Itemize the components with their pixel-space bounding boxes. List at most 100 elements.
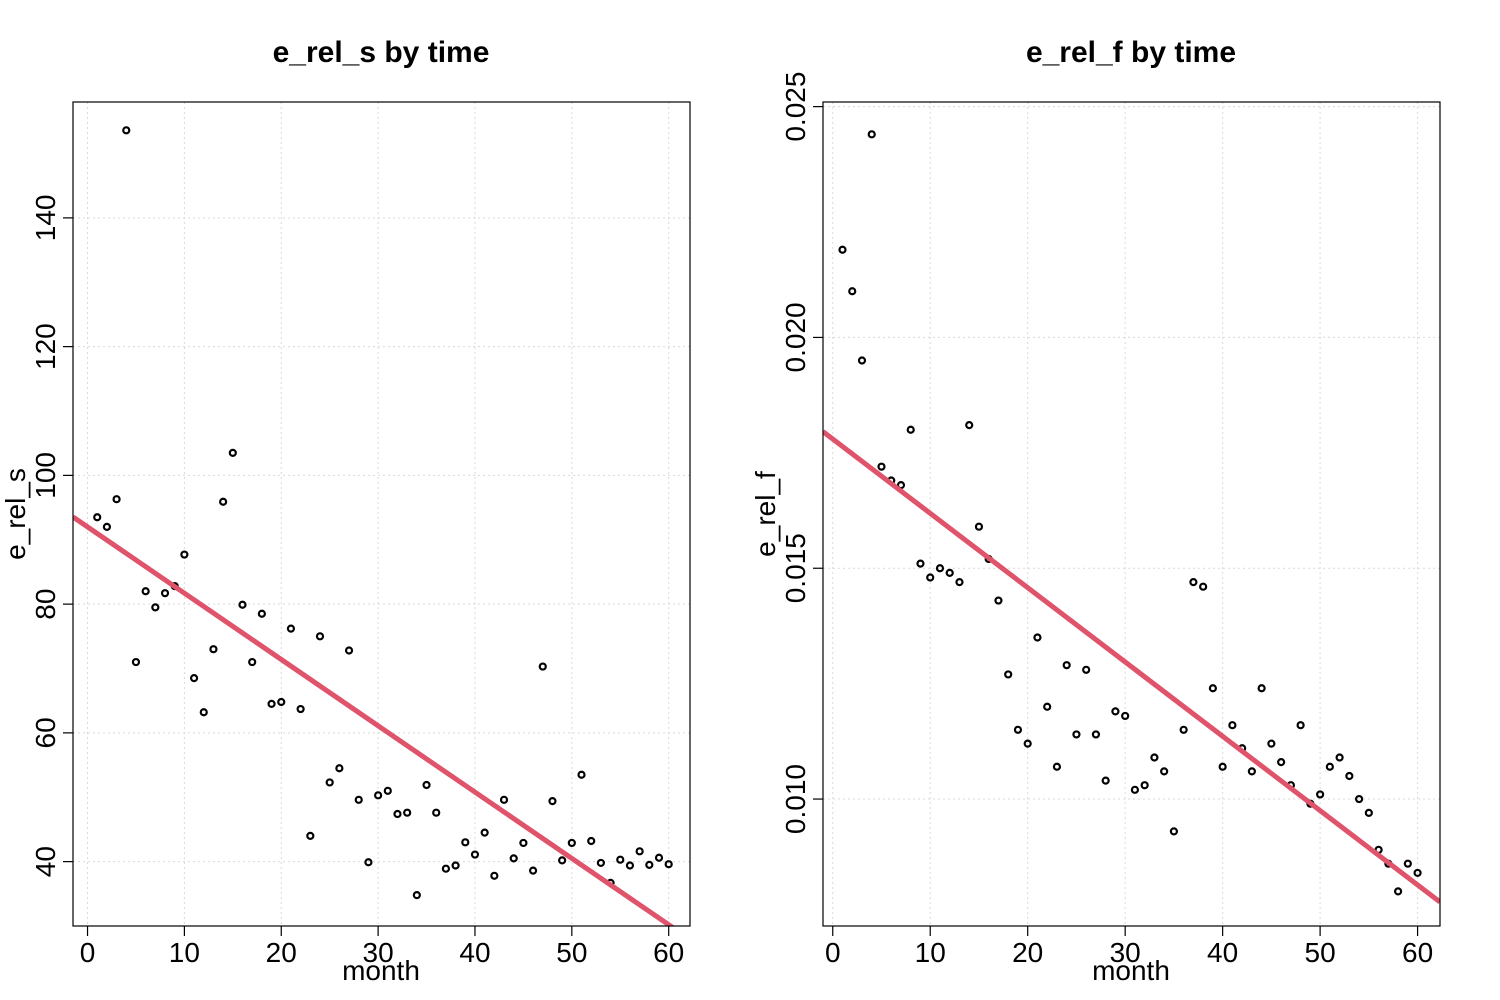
x-tick-label: 20 [1012,937,1043,968]
data-point [1043,702,1052,711]
data-point [1179,725,1188,734]
y-axis-label: e_rel_f [750,471,781,557]
data-point [257,609,266,618]
data-point [1101,776,1110,785]
data-point [965,421,974,430]
data-point [519,838,528,848]
x-tick-label: 60 [1402,937,1433,968]
data-point [1267,739,1276,748]
y-tick-label: 80 [30,589,61,620]
data-point [1277,758,1286,767]
data-point [344,646,354,655]
y-tick-label: 60 [30,717,61,748]
data-point [286,624,296,633]
data-point [451,861,460,870]
data-point [199,708,208,717]
chart-title: e_rel_f by time [1026,36,1236,69]
data-point [558,856,567,865]
y-axis-label: e_rel_s [0,468,31,560]
x-tick-label: 30 [1110,937,1141,968]
data-point [1345,771,1354,781]
data-point [1364,808,1373,818]
y-tick-label: 40 [30,846,61,877]
data-point [219,497,228,506]
data-point [412,890,421,900]
x-tick-label: 60 [653,937,684,968]
data-point [267,699,276,709]
data-point [238,600,247,609]
data-point [1257,684,1266,693]
x-tick-label: 10 [169,937,200,968]
x-tick-label: 40 [1207,937,1238,968]
data-point [548,797,557,806]
data-point [955,577,964,587]
data-point [189,674,199,683]
data-point [596,858,605,868]
data-point [209,645,218,654]
data-point [480,828,489,837]
data-point [838,245,847,254]
data-point [151,603,160,612]
data-point [461,838,470,847]
data-point [616,855,625,864]
data-point [857,356,867,365]
data-point [228,448,237,457]
data-point [112,495,121,504]
data-point [1393,887,1403,896]
data-point [141,587,150,596]
data-point [93,513,102,522]
data-point [538,662,547,671]
data-point [1091,730,1101,739]
data-point [160,589,170,598]
data-point [528,866,538,875]
data-point [1189,577,1198,587]
data-point [1121,711,1130,721]
data-point [1140,781,1149,790]
data-point [354,795,363,804]
data-point [1413,868,1422,878]
data-point [1082,665,1091,674]
data-point [1033,633,1042,642]
data-point [393,809,402,819]
plot-frame [822,101,1441,927]
data-point [867,130,876,139]
plot-frame [72,101,691,927]
data-point [1316,790,1325,799]
data-point [364,858,373,867]
data-point [1023,739,1032,748]
data-point [1199,582,1208,591]
data-point [1208,684,1217,693]
data-point [180,550,189,559]
data-point [994,596,1003,605]
data-point [635,847,644,856]
chart-panel-2: 0 10 20 30 40 50 60 0.010 0.015 0.020 0.025 e_rel_f… [750,36,1441,986]
x-axis-label: month [1092,955,1170,986]
data-point [335,764,344,773]
data-point [1335,753,1344,762]
data-point [422,780,431,790]
data-point [926,573,935,582]
data-point [441,864,451,873]
data-point [296,704,305,714]
y-tick-label: 100 [30,452,61,499]
data-point [1013,725,1023,734]
x-tick-label: 20 [266,937,297,968]
data-point [567,838,576,848]
data-point [383,786,392,795]
data-point [1111,707,1120,716]
data-point [1160,767,1169,776]
regression-line [73,514,675,926]
x-axis-label: month [342,955,420,986]
data-point [935,564,945,573]
data-point [1169,827,1179,836]
data-point [906,425,915,434]
chart-title: e_rel_s by time [273,36,490,69]
x-tick-label: 40 [459,937,490,968]
data-point [577,770,586,779]
x-tick-label: 0 [80,937,96,968]
data-point [1052,762,1062,771]
data-point [664,860,673,869]
data-point [974,522,984,531]
x-tick-label: 0 [825,937,841,968]
